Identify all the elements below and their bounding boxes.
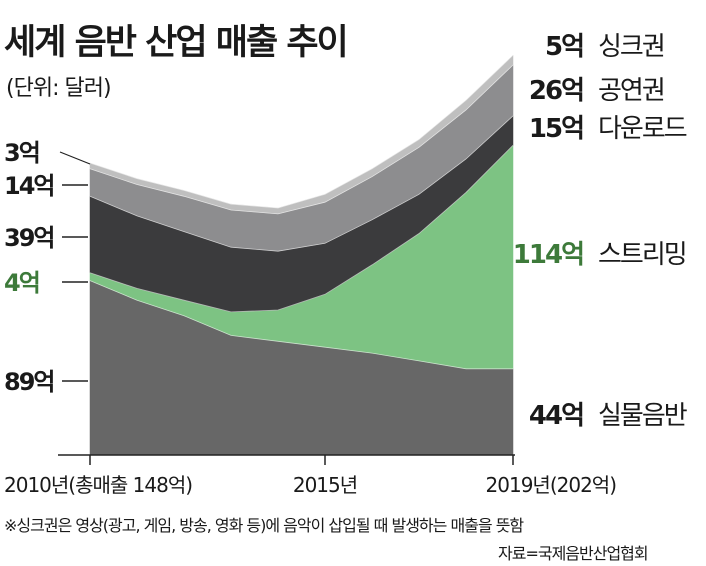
boundary-공연권 (89, 64, 514, 215)
x-tick-label-2010: 2010년(총매출 148억) (4, 473, 192, 497)
boundary-싱크권 (89, 54, 514, 209)
left-label-다운로드: 39억 (4, 224, 53, 252)
right-value-다운로드: 15억 (529, 114, 583, 144)
boundary-스트리밍 (89, 145, 514, 313)
right-value-실물음반: 44억 (529, 401, 583, 431)
footnote: ※싱크권은 영상(광고, 게임, 방송, 영화 등)에 음악이 삽입될 때 발생… (4, 516, 524, 535)
right-value-스트리밍: 114억 (513, 240, 583, 270)
right-name-싱크권: 싱크권 (598, 32, 664, 62)
left-label-스트리밍: 4억 (4, 269, 39, 297)
right-name-공연권: 공연권 (598, 76, 664, 106)
boundary-다운로드 (89, 115, 514, 252)
left-label-공연권: 14억 (4, 172, 53, 200)
left-leader-싱크권 (59, 151, 91, 165)
right-name-다운로드: 다운로드 (598, 114, 687, 144)
right-value-공연권: 26억 (529, 76, 583, 106)
right-value-싱크권: 5억 (545, 32, 583, 62)
right-name-실물음반: 실물음반 (598, 401, 687, 431)
left-label-실물음반: 89억 (4, 368, 53, 396)
x-tick-label-2015: 2015년 (293, 473, 357, 497)
unit-note: (단위: 달러) (6, 76, 112, 101)
left-label-싱크권: 3억 (4, 139, 39, 167)
x-tick-label-2019: 2019년(202억) (486, 473, 617, 497)
source-note: 자료=국제음반산업협회 (498, 544, 649, 563)
right-name-스트리밍: 스트리밍 (598, 240, 686, 270)
chart-title: 세계 음반 산업 매출 추이 (4, 23, 349, 63)
boundary-실물음반 (89, 280, 513, 370)
